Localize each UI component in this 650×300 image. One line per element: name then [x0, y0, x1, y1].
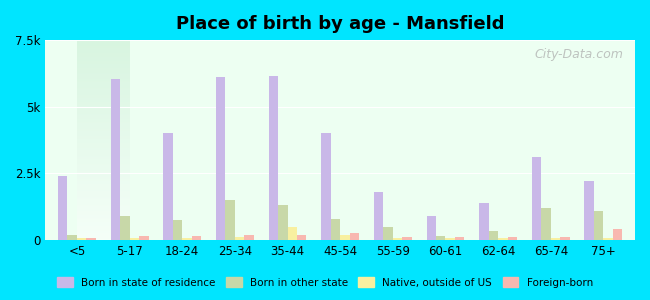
Bar [551, 238, 560, 240]
Bar [479, 203, 489, 240]
Bar [226, 200, 235, 240]
Bar [68, 235, 77, 240]
Bar [163, 134, 173, 240]
Bar [139, 236, 149, 240]
Bar [508, 238, 517, 240]
Bar [287, 227, 297, 240]
Title: Place of birth by age - Mansfield: Place of birth by age - Mansfield [176, 15, 504, 33]
Bar [384, 227, 393, 240]
Bar [235, 238, 244, 240]
Bar [560, 238, 569, 240]
Bar [393, 238, 402, 240]
Bar [613, 230, 622, 240]
Bar [321, 134, 331, 240]
Bar [350, 233, 359, 240]
Text: City-Data.com: City-Data.com [534, 48, 623, 61]
Bar [278, 206, 287, 240]
Bar [455, 238, 465, 240]
Bar [594, 211, 603, 240]
Bar [498, 238, 508, 240]
Bar [436, 236, 445, 240]
Bar [120, 216, 129, 240]
Bar [86, 238, 96, 240]
Legend: Born in state of residence, Born in other state, Native, outside of US, Foreign-: Born in state of residence, Born in othe… [53, 273, 597, 292]
Bar [216, 77, 226, 240]
Bar [297, 235, 307, 240]
Bar [489, 231, 498, 240]
Bar [129, 238, 139, 240]
Bar [77, 238, 86, 240]
Bar [445, 238, 455, 240]
Bar [244, 235, 254, 240]
Bar [111, 79, 120, 240]
Bar [58, 176, 68, 240]
Bar [268, 76, 278, 240]
Bar [603, 238, 613, 240]
Bar [192, 236, 202, 240]
Bar [374, 192, 383, 240]
Bar [182, 238, 192, 240]
Bar [584, 182, 594, 240]
Bar [340, 235, 350, 240]
Bar [541, 208, 551, 240]
Bar [402, 238, 412, 240]
Bar [532, 158, 541, 240]
Bar [331, 219, 340, 240]
Bar [173, 220, 182, 240]
Bar [426, 216, 436, 240]
